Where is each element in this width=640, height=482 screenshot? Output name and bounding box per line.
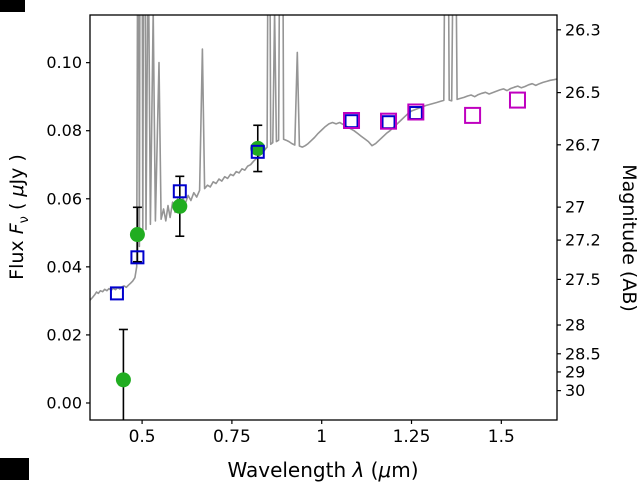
y-tick-label: 0.04 — [46, 257, 82, 276]
x-axis-label: Wavelength λ (μm) — [227, 458, 419, 482]
y2-tick-label: 26.5 — [565, 83, 601, 102]
y2-tick-label: 30 — [565, 381, 585, 400]
y-tick-label: 0.10 — [46, 53, 82, 72]
x-tick-label: 1.5 — [488, 427, 515, 447]
model-photometry-blue — [172, 184, 187, 199]
y2-tick-label: 26.3 — [565, 20, 601, 39]
x-tick-label: 0.5 — [129, 427, 156, 447]
model-photometry-blue — [130, 250, 145, 265]
model-photometry-magenta — [464, 106, 482, 124]
y-axis-label: Flux Fν ( μJy ) — [6, 154, 32, 280]
model-photometry-blue — [250, 144, 265, 159]
y2-tick-label: 28 — [565, 316, 585, 335]
y-tick-label: 0.06 — [46, 189, 82, 208]
corner-artifact-top-left — [0, 0, 25, 12]
observed-point — [115, 372, 131, 388]
y2-tick-label: 27.5 — [565, 270, 601, 289]
y2-tick-label: 27.2 — [565, 231, 601, 250]
right-axis-label: Magnitude (AB) — [618, 164, 640, 312]
axis-frame — [89, 14, 558, 421]
y2-tick-label: 28.5 — [565, 344, 601, 363]
model-photometry-blue — [344, 114, 359, 129]
observed-point — [250, 140, 266, 156]
observed-point — [172, 198, 188, 214]
model-photometry-magenta — [407, 103, 425, 121]
y2-tick-label: 27 — [565, 198, 585, 217]
y2-tick-label: 29 — [565, 362, 585, 381]
spectrum-line — [90, 15, 557, 301]
y2-tick-label: 26.7 — [565, 135, 601, 154]
y-tick-label: 0.00 — [46, 393, 82, 412]
corner-artifact-bottom-left — [0, 458, 29, 480]
model-photometry-magenta — [343, 112, 361, 130]
plot-area — [90, 15, 557, 420]
model-photometry-blue — [109, 286, 124, 301]
y-tick-label: 0.02 — [46, 325, 82, 344]
x-tick-label: 0.75 — [213, 427, 251, 447]
x-tick-label: 1.25 — [393, 427, 431, 447]
observed-point — [129, 227, 145, 243]
x-tick-label: 1 — [316, 427, 327, 447]
model-photometry-blue — [381, 115, 396, 130]
model-photometry-magenta — [380, 112, 398, 130]
model-photometry-magenta — [508, 91, 526, 109]
y-tick-label: 0.08 — [46, 121, 82, 140]
